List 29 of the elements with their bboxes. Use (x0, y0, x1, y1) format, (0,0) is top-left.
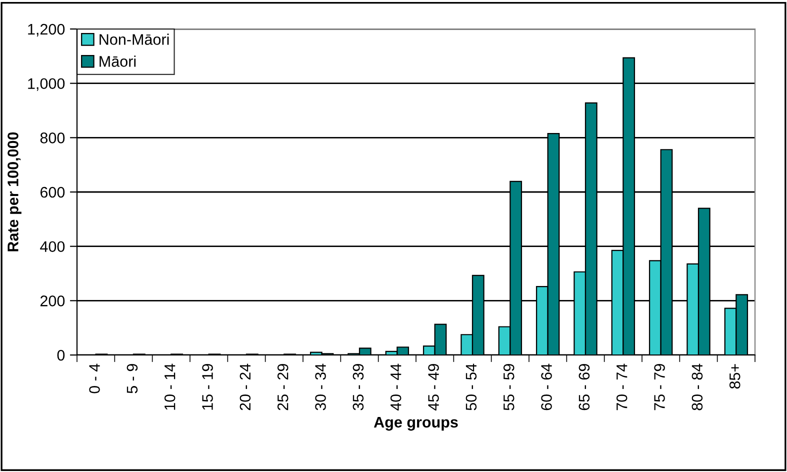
x-tick-label: 70 - 74 (616, 364, 628, 410)
x-axis-title: Age groups (374, 416, 458, 431)
x-tick-label: 50 - 54 (466, 364, 477, 410)
x-tick-label: 40 - 44 (390, 364, 402, 411)
x-tick-label: 75 - 79 (654, 364, 665, 410)
x-tick-label: 5 - 9 (126, 364, 138, 394)
x-tick-label: 85+ (729, 364, 740, 389)
x-tick-label: 15 - 19 (202, 364, 213, 410)
x-tick-label: 30 - 34 (315, 364, 326, 410)
y-tick-label: 800 (40, 132, 65, 144)
y-tick-label: 1,200 (28, 24, 65, 36)
x-tick-label: 80 - 84 (692, 364, 703, 410)
y-tick-label: 0 (57, 350, 65, 361)
y-tick-label: 400 (40, 241, 65, 252)
x-tick-label: 45 - 49 (428, 364, 439, 411)
x-tick-label: 65 - 69 (578, 364, 590, 410)
x-tick-label: 20 - 24 (240, 364, 251, 410)
x-tick-label: 35 - 39 (352, 364, 364, 410)
x-tick-label: 10 - 14 (164, 364, 176, 410)
legend-label: Māori (100, 56, 136, 67)
y-axis-title: Rate per 100,000 (8, 132, 22, 252)
y-tick-label: 600 (40, 186, 65, 198)
y-tick-label: 1,000 (28, 78, 65, 91)
x-tick-label: 55 - 59 (503, 364, 514, 410)
y-tick-label: 200 (40, 296, 65, 306)
legend-label: Non-Māori (100, 34, 169, 45)
x-tick-label: 25 - 29 (277, 364, 288, 410)
x-tick-label: 60 - 64 (541, 364, 552, 410)
x-tick-label: 0 - 4 (89, 364, 100, 394)
